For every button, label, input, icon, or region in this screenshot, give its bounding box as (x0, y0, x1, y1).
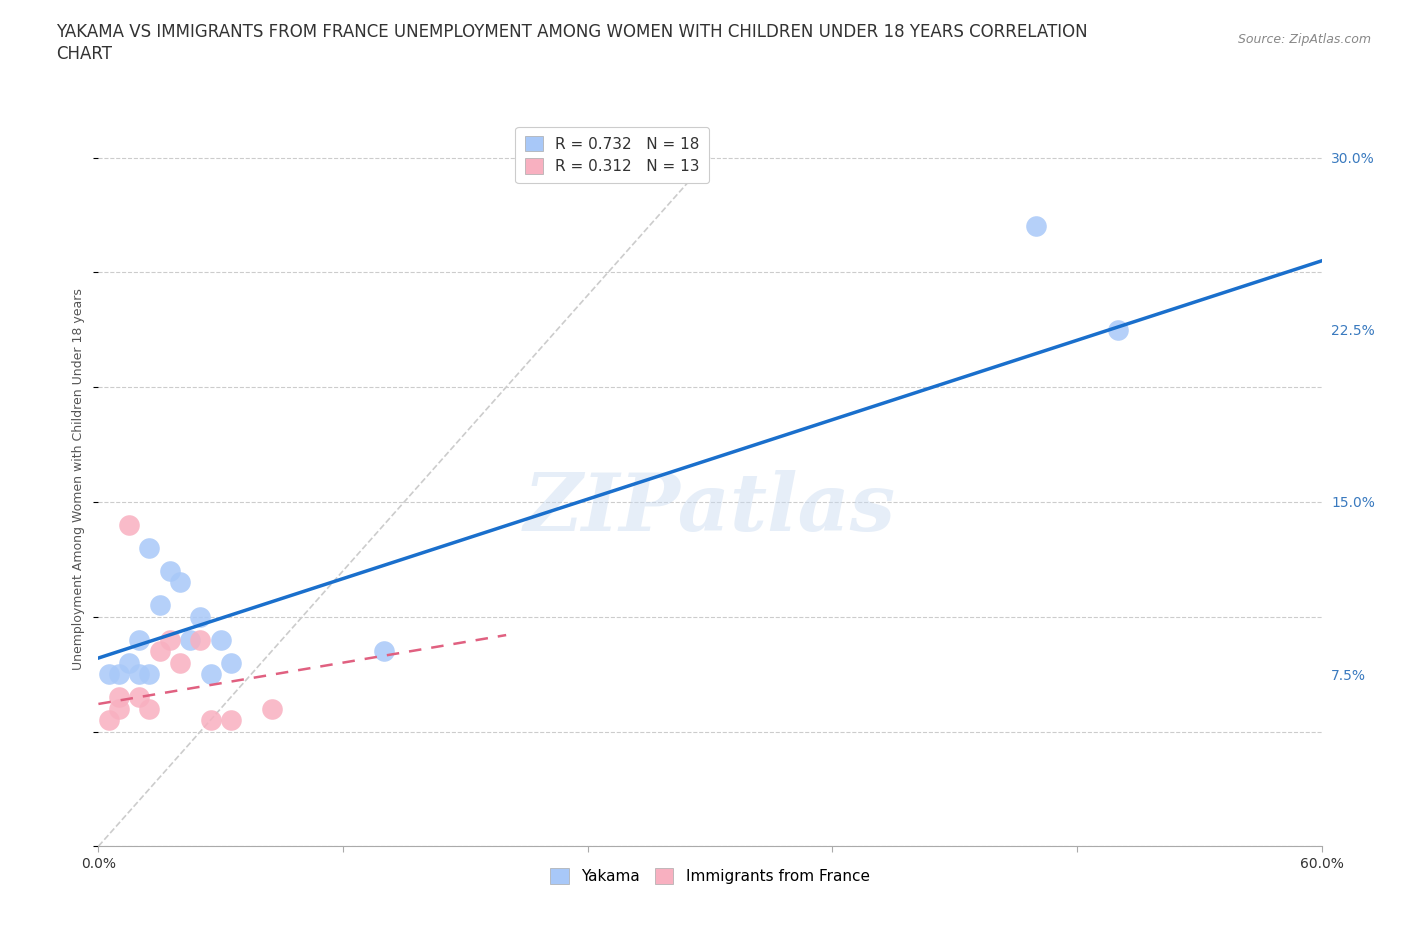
Point (108, 690, 131, 705)
Point (200, 712, 222, 727)
Point (373, 644, 395, 658)
Text: Source: ZipAtlas.com: Source: ZipAtlas.com (1237, 33, 1371, 46)
Point (128, 632, 150, 647)
Text: ZIPatlas: ZIPatlas (524, 470, 896, 547)
Point (1107, 323, 1129, 338)
Point (169, 575, 191, 590)
Point (209, 632, 232, 647)
Point (219, 712, 242, 727)
Point (219, 656, 242, 671)
Text: CHART: CHART (56, 45, 112, 62)
Point (108, 701, 131, 716)
Point (200, 667, 222, 682)
Point (188, 632, 212, 647)
Point (149, 644, 172, 658)
Point (188, 609, 212, 624)
Point (128, 690, 150, 705)
Legend: Yakama, Immigrants from France: Yakama, Immigrants from France (544, 862, 876, 890)
Point (97, 667, 120, 682)
Point (128, 667, 150, 682)
Point (138, 701, 160, 716)
Point (159, 564, 181, 578)
Point (118, 656, 141, 671)
Point (108, 667, 131, 682)
Point (1025, 219, 1047, 233)
Point (138, 540, 160, 555)
Point (159, 632, 181, 647)
Point (260, 701, 283, 716)
Point (179, 632, 201, 647)
Point (138, 667, 160, 682)
Text: YAKAMA VS IMMIGRANTS FROM FRANCE UNEMPLOYMENT AMONG WOMEN WITH CHILDREN UNDER 18: YAKAMA VS IMMIGRANTS FROM FRANCE UNEMPLO… (56, 23, 1088, 41)
Y-axis label: Unemployment Among Women with Children Under 18 years: Unemployment Among Women with Children U… (72, 288, 86, 670)
Point (169, 656, 191, 671)
Point (118, 517, 141, 532)
Point (149, 598, 172, 613)
Point (97, 712, 120, 727)
